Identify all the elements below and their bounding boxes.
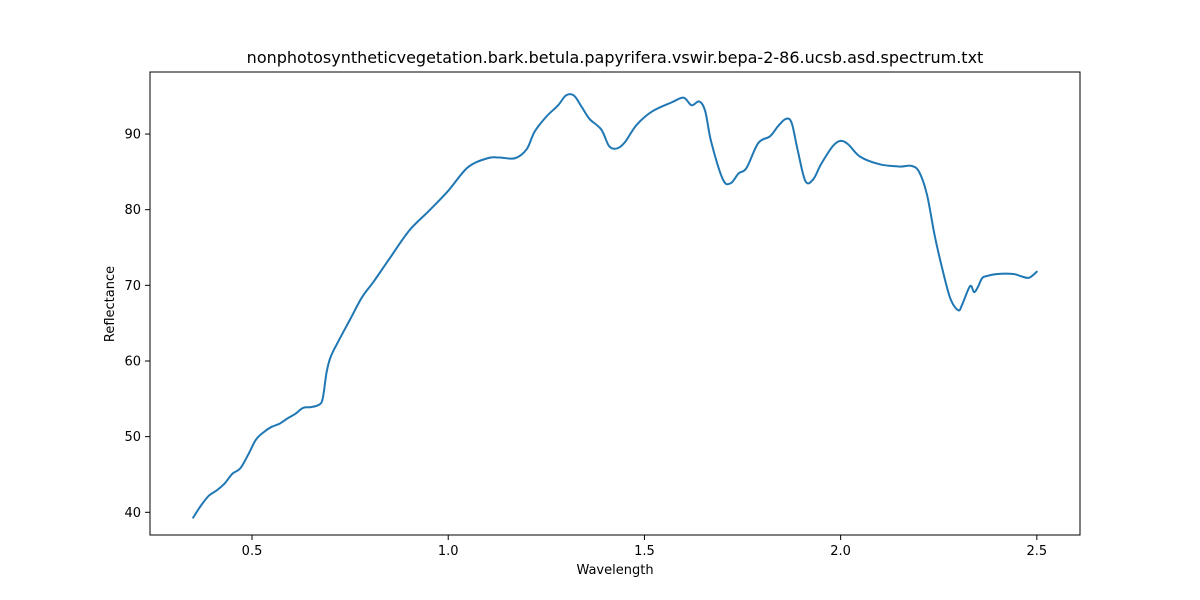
y-tick-label: 70	[124, 279, 141, 294]
y-tick-label: 60	[124, 354, 141, 369]
x-tick-label: 2.5	[1026, 544, 1047, 559]
y-tick-label: 50	[124, 430, 141, 445]
x-tick-label: 1.5	[634, 544, 655, 559]
x-axis-ticks: 0.5 1.0 1.5 2.0 2.5	[242, 535, 1047, 559]
y-tick-label: 40	[124, 506, 141, 521]
y-tick-label: 80	[124, 203, 141, 218]
x-tick-label: 1.0	[438, 544, 459, 559]
reflectance-series-line	[192, 93, 1038, 519]
series-layer	[192, 93, 1038, 519]
axes-frame	[149, 71, 1081, 536]
y-tick-label: 90	[124, 128, 141, 143]
plot-area	[150, 72, 1080, 535]
chart-title: nonphotosyntheticvegetation.bark.betula.…	[247, 48, 984, 67]
x-tick-label: 2.0	[830, 544, 851, 559]
x-tick-label: 0.5	[242, 544, 263, 559]
y-axis-ticks: 40 50 60 70 80 90	[124, 128, 150, 521]
x-axis-label: Wavelength	[576, 563, 653, 578]
y-axis-label: Reflectance	[103, 266, 118, 342]
